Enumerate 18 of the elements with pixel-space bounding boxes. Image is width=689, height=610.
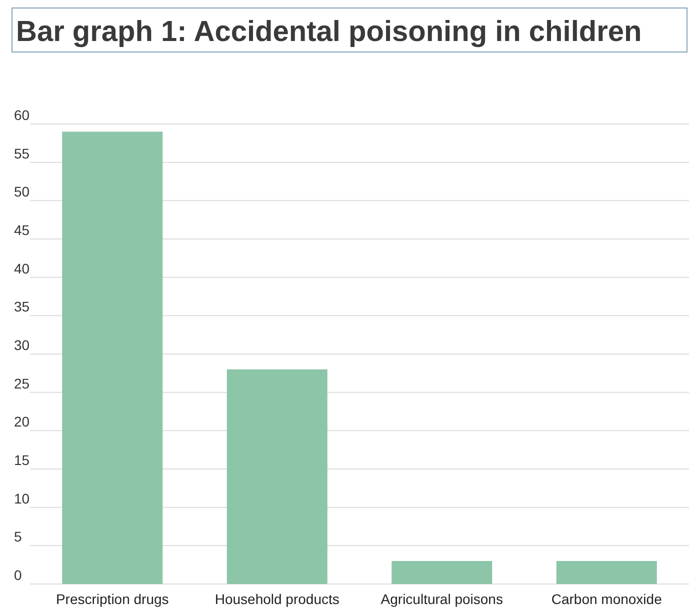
y-tick-label: 25 [14,375,30,392]
y-tick-label: 15 [14,452,30,468]
y-tick-label: 55 [14,145,30,162]
x-tick-label: Agricultural poisons [380,591,503,607]
y-tick-label: 0 [14,567,22,583]
chart-title: Bar graph 1: Accidental poisoning in children [16,16,642,48]
y-tick-label: 20 [14,414,30,430]
y-tick-label: 5 [14,528,22,545]
y-tick-label: 45 [14,222,30,238]
y-tick-label: 30 [14,337,30,353]
y-tick-label: 10 [14,490,30,506]
x-tick-label: Carbon monoxide [551,591,662,607]
x-tick-label: Household products [214,591,340,607]
y-tick-label: 50 [14,184,30,200]
x-tick-label: Prescription drugs [56,591,169,607]
y-tick-label: 60 [14,107,30,123]
y-tick-label: 35 [14,298,30,315]
y-tick-label: 40 [14,260,30,276]
